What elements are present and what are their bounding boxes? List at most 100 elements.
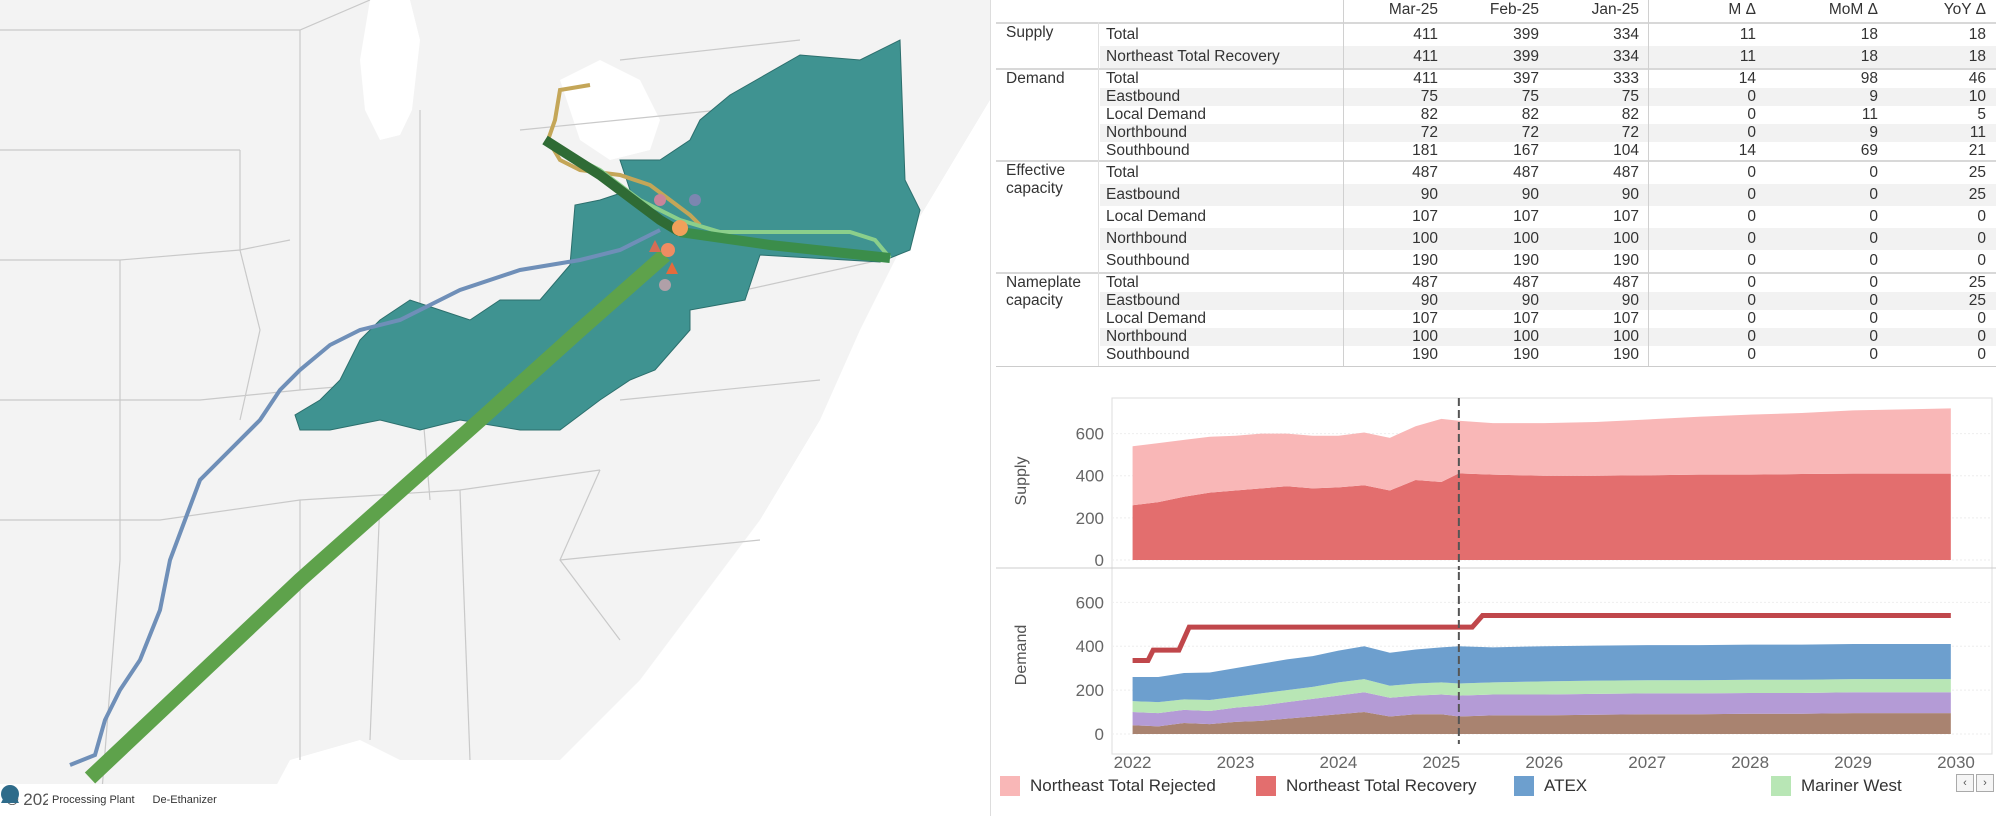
- y-tick-label: 400: [1076, 637, 1104, 656]
- column-header: Jan-25: [1591, 1, 1639, 18]
- row-label: Northbound: [1106, 124, 1188, 141]
- legend-item-mariner-west[interactable]: Mariner West: [1771, 776, 1902, 796]
- area-series-atex: [1132, 644, 1951, 703]
- cell-value: 181: [1412, 142, 1438, 159]
- cell-value: 0: [1747, 252, 1756, 269]
- row-label: Total: [1106, 70, 1139, 87]
- cell-value: 104: [1613, 142, 1639, 159]
- row-stripe: [1100, 292, 1996, 310]
- cell-value: 90: [1621, 186, 1639, 203]
- cell-value: 190: [1613, 346, 1639, 363]
- cell-value: 11: [1739, 26, 1756, 43]
- table-row: Total 411 397 333 14 98 46: [996, 70, 1996, 88]
- legend-item-recovery[interactable]: Northeast Total Recovery: [1256, 776, 1477, 796]
- cell-value: 107: [1513, 208, 1539, 225]
- row-label: Local Demand: [1106, 106, 1206, 123]
- row-label: Northbound: [1106, 230, 1188, 247]
- legend-label: Northeast Total Rejected: [1030, 776, 1216, 795]
- legend-item-rejected[interactable]: Northeast Total Rejected: [1000, 776, 1216, 796]
- pipeline-green-south: [84, 249, 670, 784]
- x-tick-label: 2022: [1114, 753, 1152, 772]
- cell-value: 487: [1513, 274, 1539, 291]
- column-header: M Δ: [1728, 1, 1756, 18]
- cell-value: 25: [1968, 274, 1986, 291]
- table-row: Southbound 190 190 190 0 0 0: [996, 346, 1996, 364]
- cell-value: 9: [1869, 124, 1878, 141]
- cell-value: 100: [1412, 230, 1438, 247]
- row-label: Southbound: [1106, 346, 1190, 363]
- legend-label: ATEX: [1544, 776, 1588, 795]
- pipeline-blue: [69, 228, 661, 767]
- legend-swatch: [1514, 776, 1534, 796]
- cell-value: 190: [1513, 346, 1539, 363]
- cell-value: 0: [1977, 328, 1986, 345]
- table-row: Local Demand 107 107 107 0 0 0: [996, 206, 1996, 228]
- cell-value: 0: [1747, 124, 1756, 141]
- cell-value: 0: [1747, 164, 1756, 181]
- cell-value: 75: [1420, 88, 1438, 105]
- row-label: Eastbound: [1106, 88, 1181, 105]
- table-row: Southbound 181 167 104 14 69 21: [996, 142, 1996, 160]
- map-canvas[interactable]: [0, 0, 990, 816]
- legend-item-atex[interactable]: ATEX: [1514, 776, 1587, 796]
- legend-prev-button[interactable]: ‹: [1956, 774, 1974, 792]
- map-panel[interactable]: © 2024 Processing Plant De-Ethanizer: [0, 0, 991, 816]
- cell-value: 82: [1420, 106, 1438, 123]
- map-legend: © 2024 Processing Plant De-Ethanizer: [0, 784, 290, 816]
- legend-label: Mariner West: [1801, 776, 1902, 795]
- legend-next-button[interactable]: ›: [1976, 774, 1994, 792]
- legend-processing-plant: Processing Plant: [1, 785, 135, 806]
- cell-value: 107: [1513, 310, 1539, 327]
- table-row: Total 411 399 334 11 18 18: [996, 24, 1996, 46]
- x-tick-label: 2023: [1217, 753, 1255, 772]
- cell-value: 0: [1869, 252, 1878, 269]
- cell-value: 100: [1613, 328, 1639, 345]
- y-axis-label: Demand: [1013, 625, 1030, 685]
- table-row: Total 487 487 487 0 0 25: [996, 162, 1996, 184]
- section-label: Nameplate capacity: [1006, 274, 1081, 309]
- pipeline-darkgreen: [542, 135, 683, 237]
- y-tick-label: 0: [1095, 725, 1104, 744]
- cell-value: 82: [1521, 106, 1539, 123]
- area-series-brown: [1132, 712, 1951, 734]
- cell-value: 0: [1977, 208, 1986, 225]
- legend-label: De-Ethanizer: [152, 794, 217, 806]
- table-row: Southbound 190 190 190 0 0 0: [996, 250, 1996, 272]
- section-divider: [996, 68, 1996, 70]
- column-divider: [1343, 0, 1344, 366]
- area-series-purple: [1132, 692, 1951, 727]
- x-tick-label: 2026: [1525, 753, 1563, 772]
- lake-huron: [560, 60, 660, 160]
- legend-swatch: [1771, 776, 1791, 796]
- row-stripe: [1100, 124, 1996, 142]
- cell-value: 333: [1613, 70, 1639, 87]
- cell-value: 0: [1747, 310, 1756, 327]
- area-series-northeast-total-recovery: [1132, 473, 1951, 560]
- area-series-mariner-west: [1132, 679, 1951, 714]
- facility-triangle-icon: [649, 240, 661, 252]
- cell-value: 0: [1747, 274, 1756, 291]
- cell-value: 0: [1869, 346, 1878, 363]
- cell-value: 9: [1869, 88, 1878, 105]
- cell-value: 411: [1413, 26, 1438, 43]
- gulf-of-mexico: [260, 740, 460, 816]
- row-label: Eastbound: [1106, 186, 1181, 203]
- x-tick-label: 2027: [1628, 753, 1666, 772]
- cell-value: 0: [1977, 346, 1986, 363]
- cell-value: 190: [1412, 252, 1438, 269]
- capacity-line: [1132, 613, 1951, 663]
- table-row: Eastbound 90 90 90 0 0 25: [996, 184, 1996, 206]
- facility-triangle-icon: [666, 262, 678, 274]
- cell-value: 18: [1860, 48, 1878, 65]
- column-header: Mar-25: [1388, 1, 1438, 18]
- facility-markers: [649, 194, 701, 291]
- cell-value: 487: [1513, 164, 1539, 181]
- facility-circle-icon: [689, 194, 701, 206]
- cell-value: 0: [1747, 106, 1756, 123]
- table-row: Northbound 72 72 72 0 9 11: [996, 124, 1996, 142]
- cell-value: 0: [1869, 208, 1878, 225]
- cell-value: 100: [1513, 328, 1539, 345]
- lake-michigan: [360, 0, 420, 140]
- cell-value: 397: [1513, 70, 1539, 87]
- section-divider: [996, 160, 1996, 162]
